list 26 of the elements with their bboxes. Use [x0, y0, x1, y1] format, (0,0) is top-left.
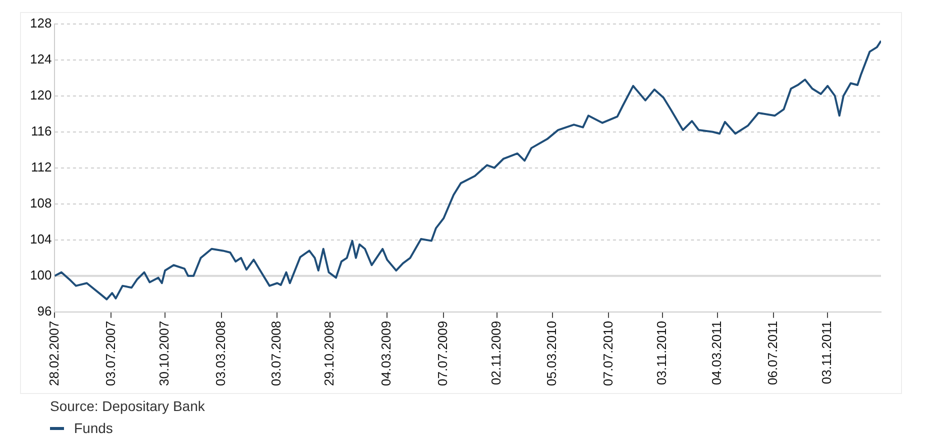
- x-tick-label: 07.07.2009: [435, 320, 450, 386]
- x-tick-label: 03.11.2010: [654, 320, 670, 386]
- x-tick-label: 30.10.2007: [156, 320, 172, 386]
- y-tick-label: 108: [30, 195, 52, 210]
- x-tick-label: 07.07.2010: [600, 320, 616, 386]
- x-tick-label: 03.07.2007: [102, 320, 118, 386]
- y-tick-label: 104: [30, 231, 52, 246]
- x-tick-label: 28.02.2007: [46, 320, 62, 386]
- x-tick-label: 03.11.2011: [819, 320, 834, 384]
- source-note: Source: Depositary Bank: [50, 398, 205, 414]
- y-tick-label: 128: [30, 15, 52, 30]
- x-tick-label: 29.10.2008: [322, 320, 337, 386]
- x-tick-label: 03.03.2008: [213, 320, 228, 386]
- y-tick-label: 124: [30, 51, 52, 66]
- y-tick-label: 112: [30, 159, 52, 174]
- y-tick-label: 100: [30, 268, 52, 282]
- x-tick-label: 06.07.2011: [764, 320, 780, 386]
- y-tick-label: 96: [37, 304, 52, 319]
- x-tick-label: 04.03.2011: [708, 320, 724, 386]
- x-tick-label: 03.07.2008: [268, 320, 284, 386]
- x-tick-label: 04.03.2009: [378, 320, 394, 386]
- y-tick-label: 120: [30, 87, 52, 102]
- x-tick-label: 05.03.2010: [544, 320, 560, 386]
- x-tick-label: 02.11.2009: [488, 320, 504, 386]
- y-tick-label: 116: [30, 123, 52, 138]
- legend-label: Funds: [74, 420, 113, 436]
